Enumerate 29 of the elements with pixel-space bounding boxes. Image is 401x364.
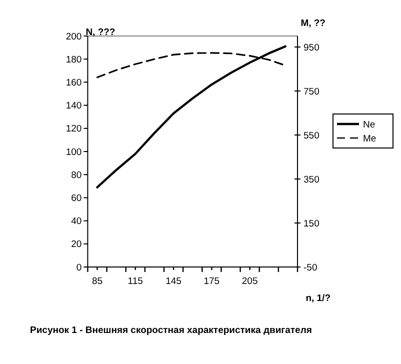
- y-tick-label: 0: [76, 262, 82, 274]
- y-tick-label: 120: [66, 124, 82, 135]
- y2-tick-label: 550: [304, 130, 320, 142]
- legend-label: Ne: [363, 119, 376, 130]
- x-tick-label: 115: [128, 276, 143, 287]
- legend-label: Me: [363, 133, 376, 144]
- line-series: [96, 45, 287, 188]
- y2-tick-label: -50: [304, 262, 318, 274]
- y2-axis-title: M, ??: [300, 18, 326, 29]
- y-tick-label: 20: [71, 239, 82, 250]
- y-tick-label: 60: [71, 193, 82, 204]
- x-tick-label: 175: [204, 276, 220, 287]
- y2-tick-label: 150: [304, 218, 320, 230]
- y-tick-label: 140: [66, 100, 82, 112]
- y2-tick-label: 950: [304, 42, 320, 54]
- y2-tick-label: 350: [304, 174, 320, 186]
- x-axis-title: n, 1/?: [306, 293, 331, 304]
- y-tick-label: 200: [66, 31, 82, 42]
- x-tick-label: 205: [242, 276, 258, 287]
- y-tick-label: 100: [66, 146, 82, 158]
- y-tick-label: 40: [71, 216, 82, 228]
- y2-tick-label: 750: [304, 86, 320, 98]
- x-tick-label: 145: [166, 276, 182, 287]
- x-tick-label: 85: [92, 276, 103, 287]
- text: Рисунок 1 - Внешняя скоростная характеристика двигателя: [30, 325, 312, 336]
- y-tick-label: 180: [66, 54, 82, 66]
- y-tick-label: 160: [66, 78, 82, 89]
- y-tick-label: 80: [71, 170, 82, 181]
- y-axis-title: N, ???: [86, 27, 116, 38]
